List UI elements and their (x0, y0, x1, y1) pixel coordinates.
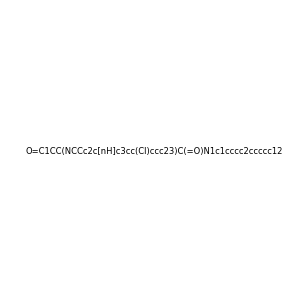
Text: O=C1CC(NCCc2c[nH]c3cc(Cl)ccc23)C(=O)N1c1cccc2ccccc12: O=C1CC(NCCc2c[nH]c3cc(Cl)ccc23)C(=O)N1c1… (25, 147, 282, 156)
